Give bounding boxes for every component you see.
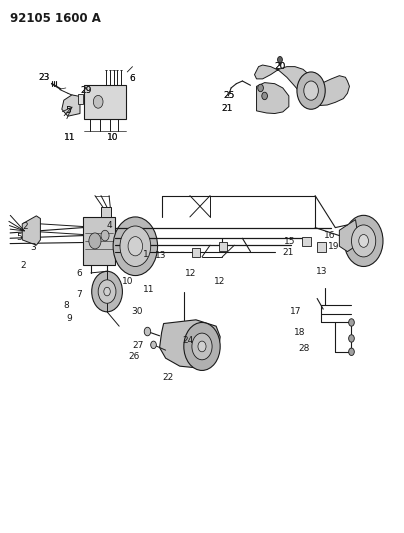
Text: 12: 12 (214, 278, 225, 286)
Text: 92105 1600 A: 92105 1600 A (10, 12, 101, 25)
Text: 4: 4 (106, 222, 112, 230)
Circle shape (351, 225, 376, 257)
Circle shape (120, 226, 151, 266)
Text: 29: 29 (81, 86, 92, 94)
Circle shape (101, 230, 109, 241)
Text: 6: 6 (130, 74, 135, 83)
Text: 12: 12 (185, 269, 196, 278)
Text: 5: 5 (65, 106, 71, 115)
Circle shape (262, 92, 267, 100)
Text: 27: 27 (132, 341, 143, 350)
Text: 25: 25 (224, 91, 235, 100)
Polygon shape (62, 95, 80, 116)
Circle shape (92, 271, 122, 312)
Circle shape (278, 56, 282, 63)
Polygon shape (257, 83, 289, 114)
Text: 6: 6 (76, 269, 82, 278)
Text: 10: 10 (107, 133, 119, 142)
Text: 21: 21 (221, 104, 232, 113)
Text: 10: 10 (122, 278, 134, 286)
Circle shape (192, 333, 212, 360)
Text: 5: 5 (65, 106, 71, 115)
Circle shape (349, 348, 354, 356)
Text: 11: 11 (64, 133, 76, 142)
Bar (101, 207, 111, 217)
Text: 22: 22 (162, 374, 173, 382)
Circle shape (198, 341, 206, 352)
Bar (302, 237, 311, 246)
Circle shape (344, 215, 383, 266)
Bar (78, 94, 83, 104)
Circle shape (184, 322, 220, 370)
Text: 2: 2 (23, 222, 28, 231)
Circle shape (93, 95, 103, 108)
Circle shape (359, 235, 368, 247)
Text: 13: 13 (316, 267, 327, 276)
Text: 21: 21 (282, 248, 293, 256)
Circle shape (349, 319, 354, 326)
Text: 16: 16 (324, 231, 336, 240)
Text: 17: 17 (290, 307, 301, 316)
Text: 8: 8 (63, 302, 69, 310)
Text: 11: 11 (143, 285, 155, 294)
Text: 23: 23 (38, 74, 49, 82)
Text: 14: 14 (198, 344, 210, 353)
Circle shape (98, 280, 116, 303)
Text: 13: 13 (155, 251, 166, 260)
Circle shape (144, 327, 151, 336)
Polygon shape (160, 320, 220, 368)
Text: 23: 23 (38, 74, 49, 82)
Text: 28: 28 (298, 344, 309, 353)
Text: 30: 30 (131, 307, 142, 316)
Text: 25: 25 (224, 91, 235, 100)
Circle shape (349, 335, 354, 342)
Text: 11: 11 (64, 133, 76, 142)
Text: 26: 26 (128, 352, 139, 360)
Text: 29: 29 (81, 86, 92, 94)
Bar (219, 242, 227, 251)
Circle shape (113, 217, 158, 276)
Circle shape (258, 84, 263, 92)
Text: 2: 2 (20, 262, 26, 270)
Text: 24: 24 (183, 336, 194, 344)
Text: 1: 1 (143, 250, 149, 259)
Text: 6: 6 (130, 74, 135, 83)
Text: 20: 20 (275, 62, 286, 70)
Circle shape (104, 287, 110, 296)
Text: 3: 3 (31, 243, 36, 252)
Text: 20: 20 (275, 62, 286, 70)
Circle shape (151, 341, 156, 349)
Circle shape (89, 233, 101, 249)
Text: 7: 7 (76, 290, 82, 299)
Text: 5: 5 (16, 233, 22, 241)
Polygon shape (22, 216, 40, 245)
Bar (84, 85, 126, 119)
Circle shape (297, 72, 325, 109)
Polygon shape (255, 65, 349, 106)
Text: 10: 10 (107, 133, 119, 142)
Polygon shape (83, 217, 115, 265)
Text: 19: 19 (328, 243, 340, 251)
Bar (317, 242, 326, 252)
Text: 21: 21 (221, 104, 232, 113)
Text: 15: 15 (284, 237, 295, 246)
Text: 9: 9 (67, 314, 72, 323)
Text: 18: 18 (294, 328, 305, 337)
Bar (192, 248, 200, 257)
Circle shape (128, 237, 143, 256)
Polygon shape (339, 220, 358, 252)
Circle shape (304, 81, 318, 100)
